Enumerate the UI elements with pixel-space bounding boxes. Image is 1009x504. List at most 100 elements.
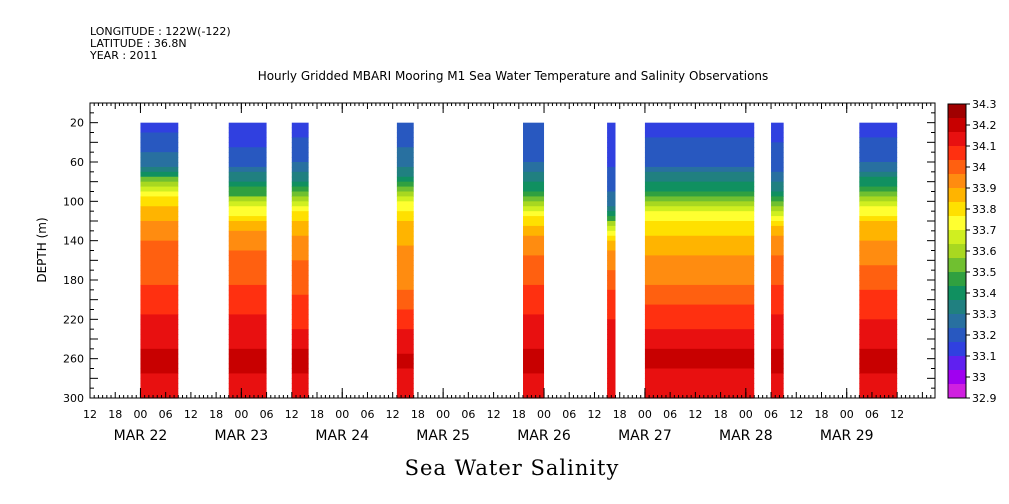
heatmap-cell [644,191,755,198]
heatmap-cell [859,162,898,168]
heatmap-cell [291,250,309,257]
heatmap-cell [607,147,616,153]
heatmap-cell [396,363,414,370]
heatmap-cell [396,142,414,148]
heatmap-cell [523,353,545,360]
heatmap-cell [396,314,414,320]
heatmap-cell [396,201,414,207]
heatmap-cell [859,142,898,148]
y-tick-label: 100 [63,195,84,208]
heatmap-cell [607,280,616,286]
heatmap-cell [396,132,414,139]
plot-frame [89,102,936,399]
heatmap-cell [291,240,309,247]
heatmap-cell [523,348,545,355]
heatmap-cell [291,181,309,188]
heatmap-cell [396,186,414,193]
heatmap-cell [644,358,755,365]
x-tick-label: 06 [562,408,576,421]
heatmap-cell [228,353,267,360]
heatmap-cell [771,284,784,291]
heatmap-cell [523,152,545,158]
heatmap-cell [644,319,755,325]
colorbar-swatch [948,230,966,245]
heatmap-cell [228,304,267,311]
heatmap-cell [859,348,898,355]
year-label: YEAR : 2011 [89,49,158,62]
heatmap-cell [140,240,179,247]
colorbar-swatch [948,328,966,343]
colorbar-label: 33.9 [972,182,997,195]
heatmap-cell [523,299,545,306]
heatmap-cell [291,211,309,217]
heatmap-cell [859,137,898,143]
x-date-label: MAR 24 [315,428,369,444]
heatmap-cell [771,142,784,148]
heatmap-cell [228,255,267,261]
x-tick-label: 18 [310,408,324,421]
colorbar-label: 33.4 [972,287,997,300]
x-tick-label: 18 [714,408,728,421]
colorbar-swatch [948,202,966,217]
heatmap-cell [859,157,898,163]
heatmap-cell [396,294,414,301]
heatmap-cell [607,265,616,271]
heatmap-cell [228,363,267,370]
latitude-label: LATITUDE : 36.8N [90,37,187,50]
heatmap-cell [523,265,545,271]
heatmap-cell [396,176,414,183]
heatmap-cell [228,294,267,301]
heatmap-cell [396,191,414,198]
heatmap-cell [396,265,414,271]
heatmap-cell [607,378,616,384]
heatmap-cell [771,225,784,232]
heatmap-cell [291,319,309,325]
heatmap-cell [228,216,267,222]
heatmap-cell [291,270,309,276]
heatmap-cell [771,304,784,311]
heatmap-cell [291,383,309,389]
heatmap-cell [228,201,267,207]
heatmap-cell [644,348,755,355]
heatmap-cell [644,314,755,320]
heatmap-cell [859,240,898,247]
heatmap-cell [523,393,545,399]
y-axis-title: DEPTH (m) [35,217,49,282]
heatmap-cell [523,329,545,335]
heatmap-cell [771,363,784,370]
heatmap-cell [644,127,755,134]
heatmap-cell [771,373,784,379]
x-tick-label: 12 [184,408,198,421]
x-date-label: MAR 27 [618,428,672,444]
heatmap-cell [228,319,267,325]
heatmap-cell [607,221,616,227]
heatmap-cell [859,186,898,193]
heatmap-cell [228,221,267,227]
heatmap-cell [140,388,179,394]
x-tick-label: 18 [411,408,425,421]
heatmap-cell [859,304,898,311]
heatmap-cell [771,147,784,153]
heatmap-cell [771,280,784,286]
heatmap-cell [291,191,309,198]
y-tick-label: 220 [63,313,84,326]
heatmap-cell [140,137,179,143]
heatmap-cell [291,353,309,360]
heatmap-cell [859,324,898,330]
heatmap-cell [291,329,309,335]
heatmap-cell [291,157,309,163]
x-tick-label: 00 [739,408,753,421]
heatmap-cell [140,304,179,311]
heatmap-cell [140,329,179,335]
heatmap-cell [228,147,267,153]
x-tick-label: 06 [764,408,778,421]
heatmap-cell [607,132,616,139]
heatmap-cell [523,201,545,207]
heatmap-cell [140,171,179,178]
heatmap-cell [291,309,309,316]
heatmap-cell [771,299,784,306]
heatmap-cell [607,260,616,266]
heatmap-cell [291,152,309,158]
heatmap-cell [523,363,545,370]
heatmap-cell [523,314,545,320]
